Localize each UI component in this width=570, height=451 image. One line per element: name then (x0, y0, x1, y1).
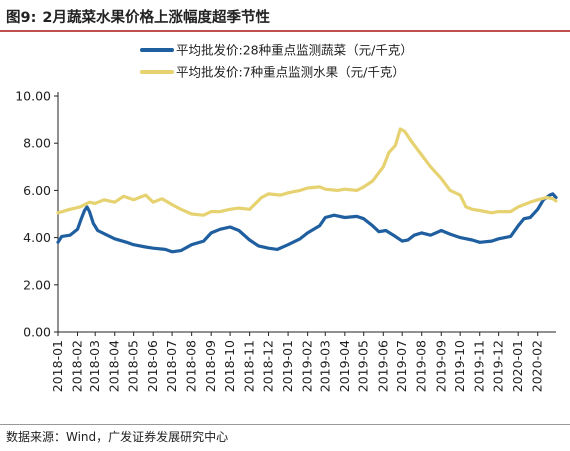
series-line-1 (56, 127, 558, 217)
figure-title-text: 2月蔬菜水果价格上涨幅度超季节性 (42, 10, 270, 26)
x-tick-label-10: 2018-11 (242, 340, 257, 392)
title-rule (0, 30, 570, 32)
x-tick-label-14: 2019-03 (317, 340, 332, 392)
x-tick-label-6: 2018-07 (164, 340, 179, 392)
x-tick-label-20: 2019-09 (433, 340, 448, 392)
legend-label-1: 平均批发价:7种重点监测水果（元/千克） (176, 65, 405, 80)
x-tick-label-2: 2018-03 (87, 340, 102, 392)
x-tick-label-18: 2019-07 (394, 340, 409, 392)
source-note: 数据来源：Wind，广发证券发展研究中心 (6, 430, 229, 444)
x-tick-label-13: 2019-02 (300, 340, 315, 392)
x-tick-label-4: 2018-05 (126, 340, 141, 392)
x-tick-label-12: 2019-01 (280, 340, 295, 392)
figure-number: 图9: (6, 10, 37, 26)
y-tick-label-0: 0.00 (23, 325, 51, 340)
x-tick-label-1: 2018-02 (70, 340, 85, 392)
legend: 平均批发价:28种重点监测蔬菜（元/千克） 平均批发价:7种重点监测水果（元/千克… (140, 43, 413, 80)
y-tick-label-3: 6.00 (23, 183, 51, 198)
x-tick-label-22: 2019-11 (472, 340, 487, 392)
x-tick-label-25: 2020-02 (530, 340, 545, 392)
x-tick-label-8: 2018-09 (203, 340, 218, 392)
y-tick-label-1: 2.00 (23, 277, 51, 292)
x-tick-label-11: 2018-12 (261, 340, 276, 392)
x-tick-label-0: 2018-01 (50, 340, 65, 392)
x-tick-label-5: 2018-06 (145, 340, 160, 392)
x-tick-label-21: 2019-10 (452, 340, 467, 392)
x-tick-label-15: 2019-04 (337, 340, 352, 392)
x-axis: 2018-01 2018-02 2018-03 2018-04 2018-05 2018-… (50, 331, 556, 392)
series-line-0 (56, 192, 558, 254)
legend-label-0: 平均批发价:28种重点监测蔬菜（元/千克） (176, 43, 413, 58)
y-axis: 0.00 2.00 4.00 6.00 8.00 10.00 (15, 89, 59, 340)
figure-title: 图9: 2月蔬菜水果价格上涨幅度超季节性 (6, 6, 270, 27)
x-tick-label-3: 2018-04 (107, 340, 122, 392)
footer-rule (0, 424, 570, 425)
y-tick-label-4: 8.00 (23, 136, 51, 151)
x-tick-label-17: 2019-06 (375, 340, 390, 392)
x-tick-label-16: 2019-05 (356, 340, 371, 392)
x-tick-label-9: 2018-10 (222, 340, 237, 392)
plot-area (56, 127, 558, 254)
x-tick-label-7: 2018-08 (184, 340, 199, 392)
x-tick-label-24: 2020-01 (510, 340, 525, 392)
y-tick-label-5: 10.00 (15, 89, 51, 104)
x-tick-label-19: 2019-08 (414, 340, 429, 392)
x-tick-label-23: 2019-12 (491, 340, 506, 392)
line-chart: 平均批发价:28种重点监测蔬菜（元/千克） 平均批发价:7种重点监测水果（元/千克… (15, 43, 558, 392)
y-tick-label-2: 4.00 (23, 230, 51, 245)
